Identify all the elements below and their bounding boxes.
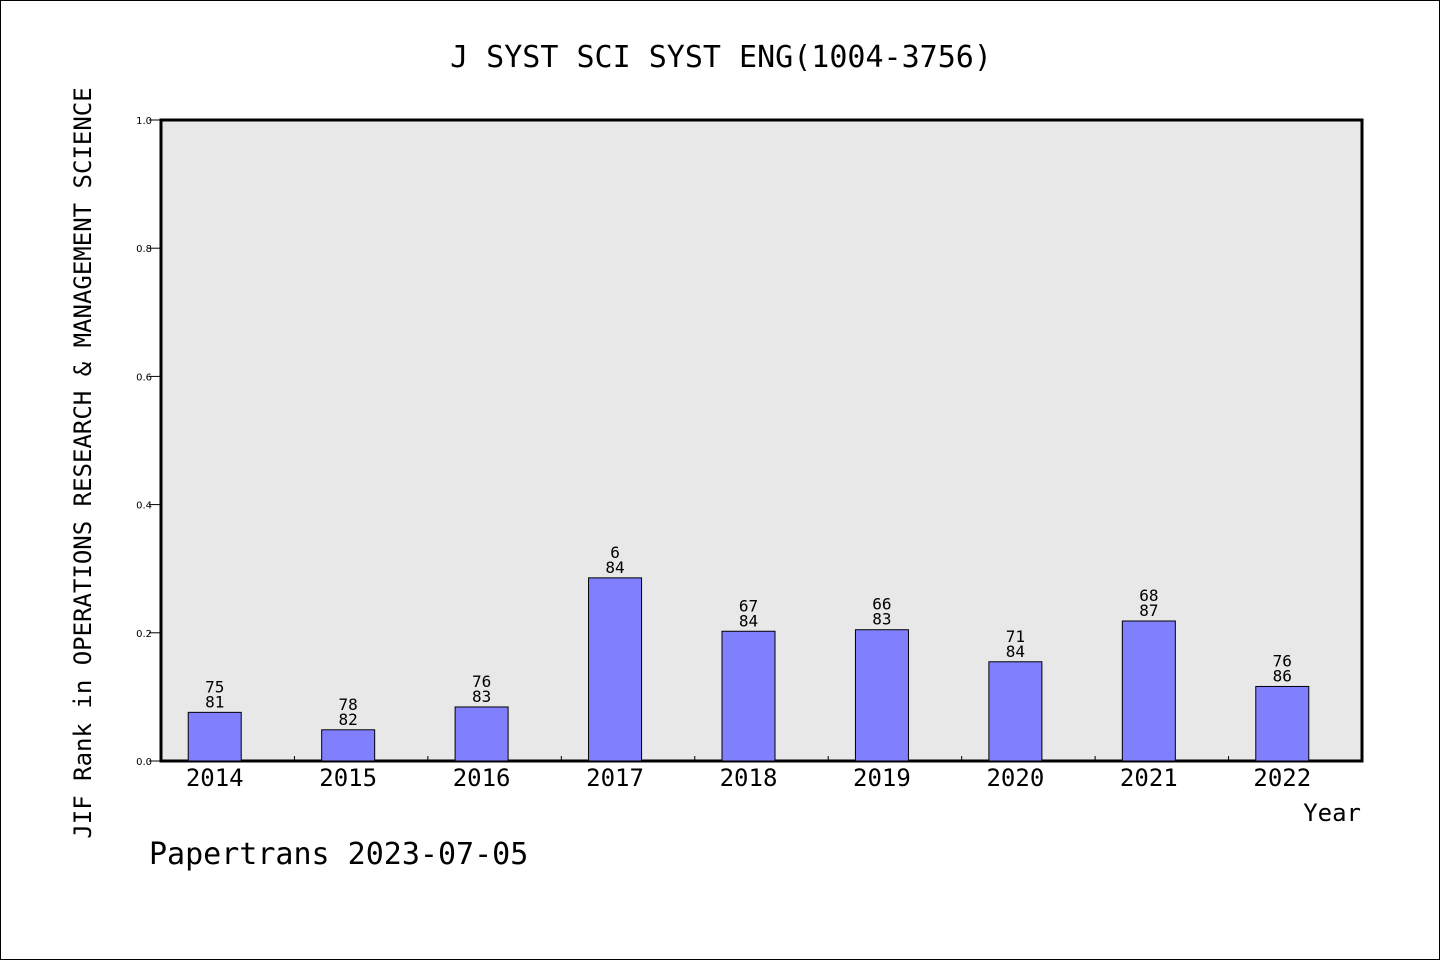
bar-total-label: 84 (1006, 642, 1025, 661)
y-axis-label: JIF Rank in OPERATIONS RESEARCH & MANAGE… (69, 87, 97, 838)
bar-total-label: 82 (339, 710, 358, 729)
x-tick-label: 2020 (986, 764, 1044, 792)
y-axis: 0.0 0.2 0.4 0.6 0.8 1.0 (136, 116, 161, 768)
x-tick-label: 2017 (586, 764, 644, 792)
bar (1121, 620, 1176, 762)
y-tick-label: 0.0 (136, 757, 152, 768)
x-tick-label: 2021 (1120, 764, 1178, 792)
bar (1255, 685, 1310, 762)
bar-rank-label: 68 (1139, 586, 1158, 605)
x-tick-label: 2015 (319, 764, 377, 792)
bar (721, 630, 776, 762)
bar-total-label: 84 (605, 558, 624, 577)
y-tick-label: 0.8 (136, 244, 152, 255)
bar-total-label: 86 (1273, 666, 1292, 685)
x-axis: 2014 2015 2016 2017 2018 2019 2020 2021 2022 (186, 756, 1311, 792)
bar-rank-label: 76 (1273, 651, 1292, 670)
bar-total-label: 83 (872, 610, 891, 629)
bar-rank-label: 76 (472, 672, 491, 691)
x-axis-label: Year (1303, 799, 1361, 827)
bar (588, 577, 643, 762)
x-tick-label: 2019 (853, 764, 911, 792)
x-tick-label: 2018 (720, 764, 778, 792)
y-tick-label: 1.0 (136, 116, 152, 127)
x-tick-label: 2022 (1253, 764, 1311, 792)
x-tick-label: 2014 (186, 764, 244, 792)
bar-total-label: 87 (1139, 601, 1158, 620)
bar (187, 711, 242, 762)
bar-total-label: 84 (739, 611, 758, 630)
bar (854, 629, 909, 762)
x-tick-label: 2016 (453, 764, 511, 792)
bar-total-label: 83 (472, 687, 491, 706)
footer-text: Papertrans 2023-07-05 (149, 837, 528, 872)
bar (321, 729, 376, 762)
chart-title: J SYST SCI SYST ENG(1004-3756) (450, 40, 992, 75)
bar (988, 661, 1043, 762)
bar-rank-label: 66 (872, 595, 891, 614)
bar-rank-label: 78 (339, 695, 358, 714)
y-tick-label: 0.4 (136, 501, 152, 512)
bar-total-label: 81 (205, 692, 224, 711)
y-tick-label: 0.6 (136, 372, 152, 383)
bar-rank-label: 75 (205, 677, 224, 696)
y-tick-label: 0.2 (136, 629, 152, 640)
bar (454, 706, 509, 762)
bar-rank-label: 67 (739, 596, 758, 615)
bar-rank-label: 6 (610, 543, 620, 562)
bar-rank-label: 71 (1006, 627, 1025, 646)
